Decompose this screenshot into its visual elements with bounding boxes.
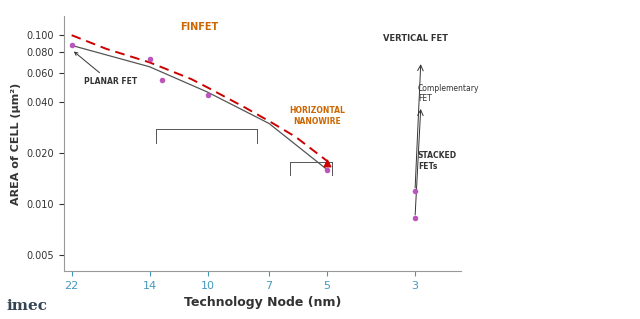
Text: PLANAR FET: PLANAR FET bbox=[75, 52, 137, 86]
Point bbox=[67, 42, 77, 47]
Text: VERTICAL FET: VERTICAL FET bbox=[383, 34, 447, 43]
Point bbox=[410, 188, 420, 193]
Text: STACKED
FETs: STACKED FETs bbox=[418, 151, 457, 171]
Text: FINFET: FINFET bbox=[180, 22, 218, 32]
Y-axis label: AREA of CELL (μm²): AREA of CELL (μm²) bbox=[11, 82, 21, 205]
Point bbox=[410, 215, 420, 220]
Point bbox=[202, 93, 212, 98]
X-axis label: Technology Node (nm): Technology Node (nm) bbox=[184, 296, 341, 309]
Text: Complementary
FET: Complementary FET bbox=[418, 84, 479, 103]
Point bbox=[145, 57, 155, 62]
Point bbox=[157, 78, 168, 83]
Text: imec: imec bbox=[6, 299, 47, 313]
Point bbox=[322, 160, 332, 166]
Text: HORIZONTAL
NANOWIRE: HORIZONTAL NANOWIRE bbox=[289, 106, 345, 125]
Point bbox=[322, 167, 332, 172]
